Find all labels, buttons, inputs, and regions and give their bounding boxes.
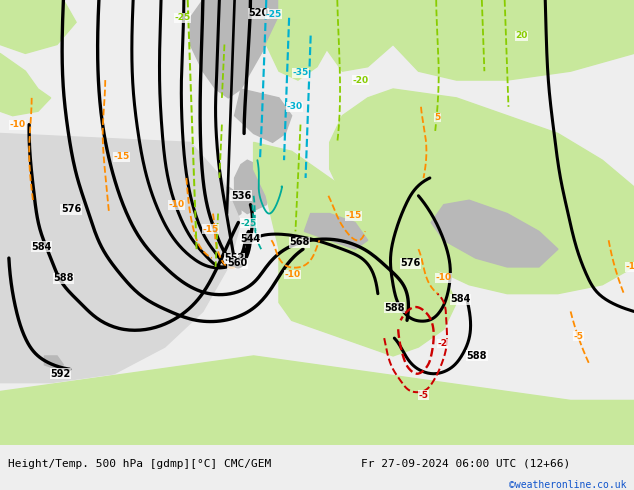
Text: -35: -35 [292, 69, 309, 77]
Text: ©weatheronline.co.uk: ©weatheronline.co.uk [509, 480, 626, 490]
Text: -20: -20 [352, 75, 368, 85]
Polygon shape [317, 0, 406, 71]
Text: -15: -15 [113, 152, 130, 161]
Text: 568: 568 [289, 238, 309, 247]
Text: 576: 576 [401, 258, 421, 269]
Polygon shape [216, 187, 241, 222]
Polygon shape [44, 356, 63, 369]
Text: 544: 544 [240, 234, 261, 244]
Polygon shape [393, 0, 634, 80]
Text: -30: -30 [286, 102, 302, 111]
Text: -10: -10 [9, 120, 25, 129]
Text: -15: -15 [202, 224, 219, 234]
Text: 588: 588 [467, 351, 487, 361]
Text: 560: 560 [228, 258, 248, 269]
Polygon shape [0, 133, 241, 383]
Text: 588: 588 [53, 273, 74, 283]
Text: Height/Temp. 500 hPa [gdmp][°C] CMC/GEM: Height/Temp. 500 hPa [gdmp][°C] CMC/GEM [8, 459, 271, 469]
Polygon shape [190, 0, 279, 98]
Text: -10: -10 [168, 200, 184, 209]
Text: 20: 20 [515, 31, 527, 40]
Polygon shape [0, 53, 51, 116]
Polygon shape [266, 0, 342, 80]
Polygon shape [0, 356, 634, 445]
Text: -10: -10 [436, 273, 452, 282]
Polygon shape [330, 89, 634, 294]
Polygon shape [235, 89, 292, 143]
Text: 576: 576 [61, 204, 81, 214]
Text: -10: -10 [285, 270, 301, 279]
Text: 536: 536 [231, 191, 251, 201]
Text: 592: 592 [51, 369, 71, 379]
Text: 584: 584 [31, 242, 51, 252]
Text: 584: 584 [450, 294, 470, 304]
Text: 588: 588 [384, 303, 404, 313]
Polygon shape [254, 143, 456, 356]
Text: -2: -2 [437, 339, 448, 348]
Text: 552: 552 [224, 253, 245, 263]
Text: 520: 520 [249, 8, 269, 18]
Text: -25: -25 [266, 10, 282, 19]
Text: -5: -5 [573, 332, 583, 341]
Polygon shape [304, 214, 368, 249]
Text: -25: -25 [174, 13, 191, 23]
Text: -5: -5 [418, 391, 429, 399]
Text: -15: -15 [346, 211, 362, 220]
Polygon shape [0, 0, 76, 53]
Text: -25: -25 [240, 219, 257, 228]
Text: Fr 27-09-2024 06:00 UTC (12+66): Fr 27-09-2024 06:00 UTC (12+66) [361, 459, 571, 469]
Polygon shape [431, 200, 558, 267]
Text: -10: -10 [626, 263, 634, 271]
Polygon shape [235, 160, 273, 214]
Text: 5: 5 [434, 113, 441, 122]
